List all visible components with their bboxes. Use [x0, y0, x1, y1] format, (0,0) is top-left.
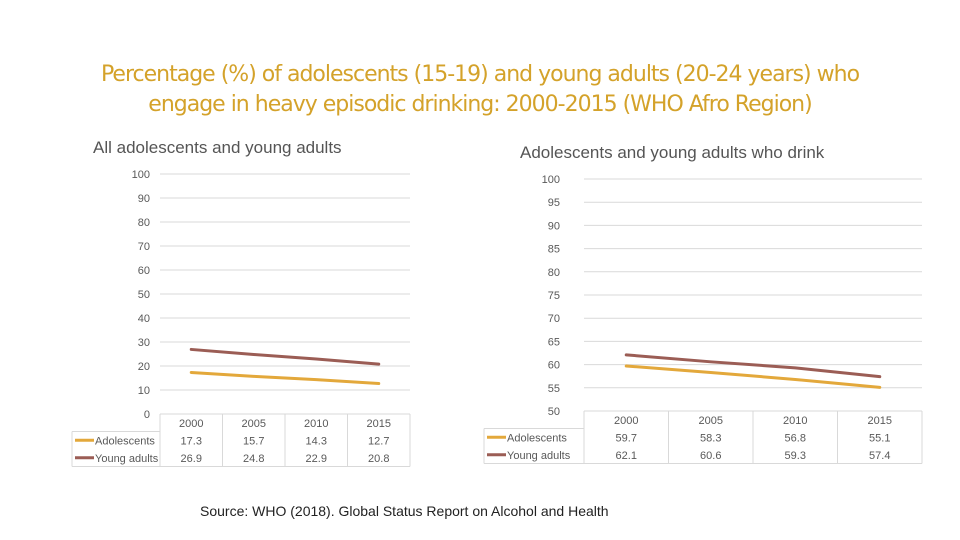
page-title: Percentage (%) of adolescents (15-19) an…	[40, 60, 920, 120]
chart-2-y-tick-label: 70	[548, 313, 560, 325]
chart-2-series-line-adolescents	[624, 364, 882, 389]
chart-2-y-tick-label: 80	[548, 267, 560, 279]
chart-1-legend-label: Adolescents	[95, 435, 155, 447]
source-note: Source: WHO (2018). Global Status Report…	[200, 503, 609, 519]
chart-2-y-tick-label: 90	[548, 220, 560, 232]
chart-1-data-label: 22.9	[306, 453, 327, 465]
chart-1-y-tick-label: 40	[138, 313, 150, 325]
chart-2-legend-label: Adolescents	[507, 432, 567, 444]
chart-1-y-tick-label: 70	[138, 241, 150, 253]
chart-1-x-tick-label: 2005	[242, 418, 266, 430]
chart-1-legend-label: Young adults	[95, 453, 159, 465]
chart-1-title: All adolescents and young adults	[93, 138, 342, 157]
chart-2-y-tick-label: 65	[548, 336, 560, 348]
chart-1-x-tick-label: 2000	[179, 418, 203, 430]
chart-2-data-label: 57.4	[869, 450, 890, 462]
chart-2-y-tick-label: 95	[548, 197, 560, 209]
chart-1-y-tick-label: 100	[132, 169, 150, 181]
chart-2-data-label: 59.7	[616, 432, 637, 444]
chart-2-data-label: 59.3	[785, 450, 806, 462]
chart-1-y-tick-label: 10	[138, 385, 150, 397]
chart-1-data-label: 15.7	[243, 435, 264, 447]
chart-1-x-tick-label: 2010	[304, 418, 328, 430]
chart-1-data-label: 20.8	[368, 453, 389, 465]
chart-1-data-label: 24.8	[243, 453, 264, 465]
chart-1-y-tick-label: 50	[138, 289, 150, 301]
chart-2-x-tick-label: 2005	[699, 415, 723, 427]
chart-1-y-tick-label: 20	[138, 361, 150, 373]
chart-2-data-label: 60.6	[700, 450, 721, 462]
chart-1-y-tick-label: 0	[144, 409, 150, 421]
chart-2-x-tick-label: 2010	[783, 415, 807, 427]
chart-1-series-line-adolescents	[189, 370, 381, 386]
chart-2-y-tick-label: 55	[548, 383, 560, 395]
chart-1-data-label: 14.3	[306, 435, 327, 447]
chart-2-x-tick-label: 2015	[868, 415, 892, 427]
chart-1-y-tick-label: 30	[138, 337, 150, 349]
chart-2-y-tick-label: 100	[542, 174, 560, 186]
chart-1-series-line-young-adults	[189, 347, 381, 366]
chart-2-data-label: 56.8	[785, 432, 806, 444]
chart-2-x-tick-label: 2000	[614, 415, 638, 427]
chart-1-y-tick-label: 90	[138, 193, 150, 205]
title-line-2: engage in heavy episodic drinking: 2000-…	[148, 92, 812, 117]
chart-1-y-tick-label: 80	[138, 217, 150, 229]
chart-2-y-tick-label: 60	[548, 360, 560, 372]
chart-2-data-label: 58.3	[700, 432, 721, 444]
title-line-1: Percentage (%) of adolescents (15-19) an…	[100, 62, 860, 87]
chart-2-legend-label: Young adults	[507, 450, 571, 462]
chart-2-series-line-young-adults	[624, 353, 882, 379]
chart-2-y-tick-label: 50	[548, 406, 560, 418]
chart-1-data-label: 26.9	[181, 453, 202, 465]
chart-2-y-tick-label: 85	[548, 244, 560, 256]
chart-2-title: Adolescents and young adults who drink	[520, 143, 825, 162]
chart-1-data-label: 12.7	[368, 435, 389, 447]
chart-2-data-label: 62.1	[616, 450, 637, 462]
chart-2-y-tick-label: 75	[548, 290, 560, 302]
chart-1-y-tick-label: 60	[138, 265, 150, 277]
chart-1-x-tick-label: 2015	[367, 418, 391, 430]
chart-1-data-label: 17.3	[181, 435, 202, 447]
chart-2-data-label: 55.1	[869, 432, 890, 444]
